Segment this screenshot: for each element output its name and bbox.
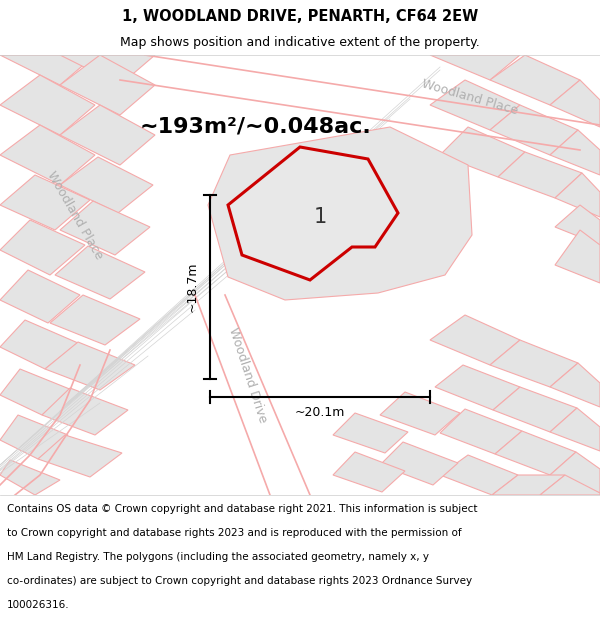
Polygon shape (60, 105, 155, 165)
Text: 100026316.: 100026316. (7, 600, 70, 610)
Polygon shape (490, 55, 580, 105)
Polygon shape (440, 409, 522, 454)
Polygon shape (0, 75, 95, 135)
Polygon shape (60, 201, 150, 255)
Polygon shape (0, 55, 95, 85)
Polygon shape (333, 452, 405, 492)
Polygon shape (333, 413, 408, 453)
Polygon shape (498, 152, 582, 198)
Polygon shape (0, 460, 60, 495)
Polygon shape (555, 205, 600, 245)
Polygon shape (0, 320, 78, 369)
Polygon shape (45, 342, 135, 390)
Polygon shape (435, 365, 520, 410)
Polygon shape (60, 55, 155, 115)
Text: Woodland Place: Woodland Place (421, 77, 520, 117)
Polygon shape (490, 340, 578, 387)
Polygon shape (550, 408, 600, 451)
Polygon shape (440, 455, 518, 495)
Text: to Crown copyright and database rights 2023 and is reproduced with the permissio: to Crown copyright and database rights 2… (7, 528, 462, 538)
Polygon shape (440, 127, 525, 177)
Polygon shape (220, 130, 465, 295)
Polygon shape (430, 315, 520, 365)
Polygon shape (55, 246, 145, 299)
Polygon shape (50, 295, 140, 345)
Text: Contains OS data © Crown copyright and database right 2021. This information is : Contains OS data © Crown copyright and d… (7, 504, 478, 514)
Polygon shape (228, 147, 398, 280)
Polygon shape (0, 415, 68, 459)
Polygon shape (555, 230, 600, 283)
Polygon shape (0, 369, 72, 415)
Text: co-ordinates) are subject to Crown copyright and database rights 2023 Ordnance S: co-ordinates) are subject to Crown copyr… (7, 576, 472, 586)
Polygon shape (60, 55, 155, 85)
Polygon shape (0, 270, 80, 323)
Polygon shape (540, 475, 600, 495)
Polygon shape (0, 175, 90, 230)
Polygon shape (492, 475, 565, 495)
Polygon shape (42, 388, 128, 435)
Text: Map shows position and indicative extent of the property.: Map shows position and indicative extent… (120, 36, 480, 49)
Polygon shape (380, 392, 460, 435)
Text: ~20.1m: ~20.1m (295, 406, 345, 419)
Polygon shape (430, 80, 520, 130)
Text: ~193m²/~0.048ac.: ~193m²/~0.048ac. (139, 117, 371, 137)
Polygon shape (550, 80, 600, 127)
Text: 1, WOODLAND DRIVE, PENARTH, CF64 2EW: 1, WOODLAND DRIVE, PENARTH, CF64 2EW (122, 9, 478, 24)
Polygon shape (550, 130, 600, 175)
Polygon shape (555, 173, 600, 217)
Polygon shape (0, 220, 85, 275)
Polygon shape (490, 105, 578, 155)
Polygon shape (550, 452, 600, 493)
Polygon shape (38, 435, 122, 477)
Polygon shape (208, 127, 472, 300)
Text: Woodland Place: Woodland Place (44, 169, 106, 261)
Text: ~18.7m: ~18.7m (185, 262, 199, 312)
Polygon shape (495, 431, 576, 475)
Text: 1: 1 (313, 207, 326, 227)
Text: HM Land Registry. The polygons (including the associated geometry, namely x, y: HM Land Registry. The polygons (includin… (7, 552, 429, 562)
Polygon shape (0, 125, 95, 185)
Polygon shape (60, 157, 153, 213)
Polygon shape (493, 387, 577, 432)
Text: Woodland Drive: Woodland Drive (226, 326, 269, 424)
Polygon shape (380, 442, 458, 485)
Polygon shape (430, 55, 520, 80)
Polygon shape (550, 363, 600, 407)
